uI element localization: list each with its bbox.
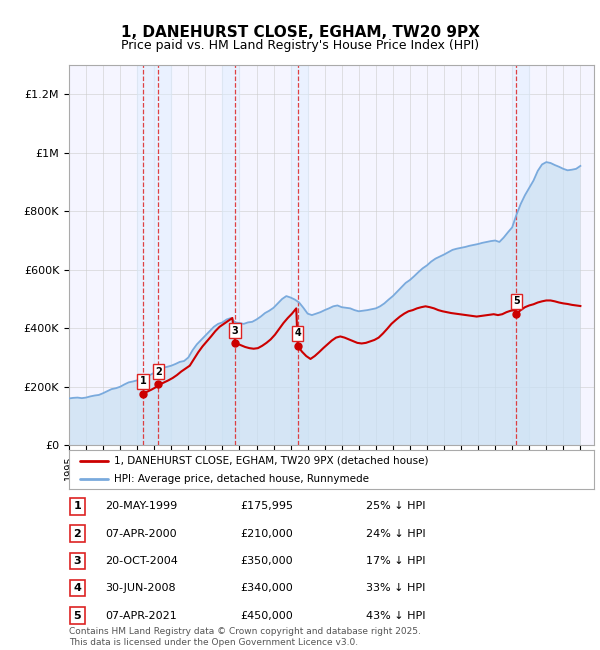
Text: 4: 4 [73, 583, 82, 593]
Text: 24% ↓ HPI: 24% ↓ HPI [366, 528, 425, 539]
Bar [137, 65, 154, 445]
Text: 25% ↓ HPI: 25% ↓ HPI [366, 501, 425, 512]
Text: £210,000: £210,000 [240, 528, 293, 539]
Text: 1: 1 [139, 376, 146, 387]
Text: 07-APR-2021: 07-APR-2021 [105, 610, 177, 621]
Text: 33% ↓ HPI: 33% ↓ HPI [366, 583, 425, 593]
Text: 17% ↓ HPI: 17% ↓ HPI [366, 556, 425, 566]
Bar [223, 65, 239, 445]
Text: 20-MAY-1999: 20-MAY-1999 [105, 501, 177, 512]
Text: 43% ↓ HPI: 43% ↓ HPI [366, 610, 425, 621]
Text: 3: 3 [232, 326, 239, 335]
Text: 1, DANEHURST CLOSE, EGHAM, TW20 9PX: 1, DANEHURST CLOSE, EGHAM, TW20 9PX [121, 25, 479, 40]
Text: 30-JUN-2008: 30-JUN-2008 [105, 583, 176, 593]
Text: Contains HM Land Registry data © Crown copyright and database right 2025.
This d: Contains HM Land Registry data © Crown c… [69, 627, 421, 647]
Text: Price paid vs. HM Land Registry's House Price Index (HPI): Price paid vs. HM Land Registry's House … [121, 39, 479, 52]
Text: £340,000: £340,000 [240, 583, 293, 593]
Text: £450,000: £450,000 [240, 610, 293, 621]
Text: £175,995: £175,995 [240, 501, 293, 512]
Text: 20-OCT-2004: 20-OCT-2004 [105, 556, 178, 566]
Text: 1: 1 [74, 501, 81, 512]
Bar [290, 65, 308, 445]
Text: 2: 2 [155, 367, 162, 376]
Text: 2: 2 [74, 528, 81, 539]
Text: 5: 5 [513, 296, 520, 306]
Text: 5: 5 [74, 610, 81, 621]
Text: 07-APR-2000: 07-APR-2000 [105, 528, 176, 539]
Text: 4: 4 [295, 328, 301, 339]
Text: £350,000: £350,000 [240, 556, 293, 566]
Bar [154, 65, 171, 445]
Text: 1, DANEHURST CLOSE, EGHAM, TW20 9PX (detached house): 1, DANEHURST CLOSE, EGHAM, TW20 9PX (det… [113, 456, 428, 465]
Bar [512, 65, 529, 445]
Text: HPI: Average price, detached house, Runnymede: HPI: Average price, detached house, Runn… [113, 474, 368, 484]
Text: 3: 3 [74, 556, 81, 566]
